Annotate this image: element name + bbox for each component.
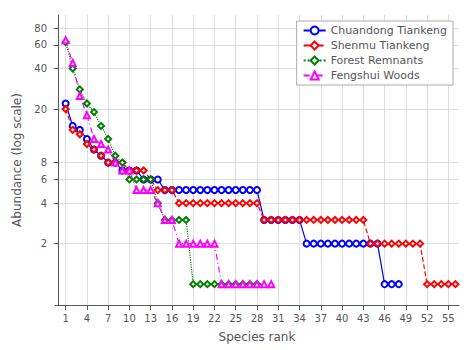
svg-text:31: 31 — [272, 313, 285, 324]
svg-text:1: 1 — [62, 313, 68, 324]
svg-text:22: 22 — [208, 313, 221, 324]
svg-text:8: 8 — [41, 157, 47, 168]
svg-text:Abundance (log scale): Abundance (log scale) — [10, 93, 24, 227]
svg-text:46: 46 — [378, 313, 391, 324]
svg-text:28: 28 — [251, 313, 264, 324]
svg-text:40: 40 — [336, 313, 349, 324]
svg-text:52: 52 — [421, 313, 434, 324]
svg-text:2: 2 — [41, 238, 47, 249]
svg-text:7: 7 — [105, 313, 111, 324]
svg-text:Species rank: Species rank — [219, 330, 296, 344]
svg-text:10: 10 — [123, 313, 136, 324]
svg-text:Chuandong Tiankeng: Chuandong Tiankeng — [331, 24, 447, 37]
svg-text:Fengshui Woods: Fengshui Woods — [331, 69, 420, 82]
svg-text:Shenmu Tiankeng: Shenmu Tiankeng — [331, 39, 430, 52]
svg-text:37: 37 — [314, 313, 327, 324]
svg-text:4: 4 — [41, 198, 47, 209]
svg-text:13: 13 — [144, 313, 157, 324]
svg-text:16: 16 — [166, 313, 179, 324]
svg-text:4: 4 — [84, 313, 90, 324]
svg-text:Forest Remnants: Forest Remnants — [331, 54, 424, 67]
svg-text:34: 34 — [293, 313, 306, 324]
svg-text:80: 80 — [34, 23, 47, 34]
svg-text:60: 60 — [34, 39, 47, 50]
svg-text:20: 20 — [34, 104, 47, 115]
svg-text:19: 19 — [187, 313, 200, 324]
svg-text:25: 25 — [229, 313, 242, 324]
svg-text:6: 6 — [41, 174, 47, 185]
svg-text:43: 43 — [357, 313, 370, 324]
svg-text:55: 55 — [442, 313, 455, 324]
svg-text:49: 49 — [399, 313, 412, 324]
svg-text:40: 40 — [34, 63, 47, 74]
